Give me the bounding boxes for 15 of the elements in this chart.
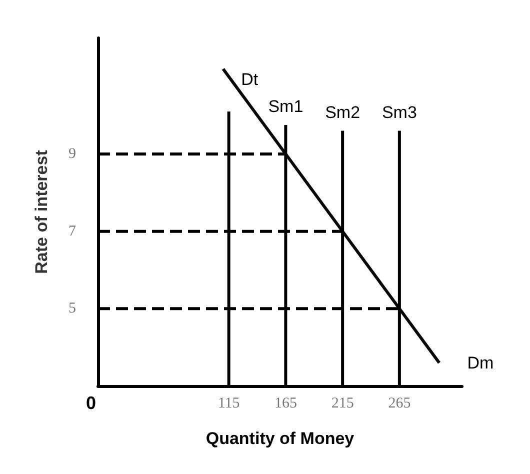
series-label: Sm1 xyxy=(268,97,304,116)
x-tick-label: 215 xyxy=(331,396,354,412)
x-axis-title: Quantity of Money xyxy=(206,429,355,448)
y-tick-label: 5 xyxy=(68,300,76,317)
series-label: Sm2 xyxy=(325,102,360,122)
x-tick-label: 115 xyxy=(218,396,240,412)
x-tick-label: 265 xyxy=(388,396,411,412)
y-axis-title: Rate of interest xyxy=(32,150,51,274)
series-label: Dm xyxy=(467,353,494,372)
y-tick-label: 9 xyxy=(68,146,76,162)
series-label: Sm3 xyxy=(382,102,417,122)
y-tick-label: 7 xyxy=(68,223,76,240)
text: 0 xyxy=(86,393,96,413)
annotation: Dt xyxy=(241,70,258,89)
x-tick-label: 165 xyxy=(274,396,297,412)
